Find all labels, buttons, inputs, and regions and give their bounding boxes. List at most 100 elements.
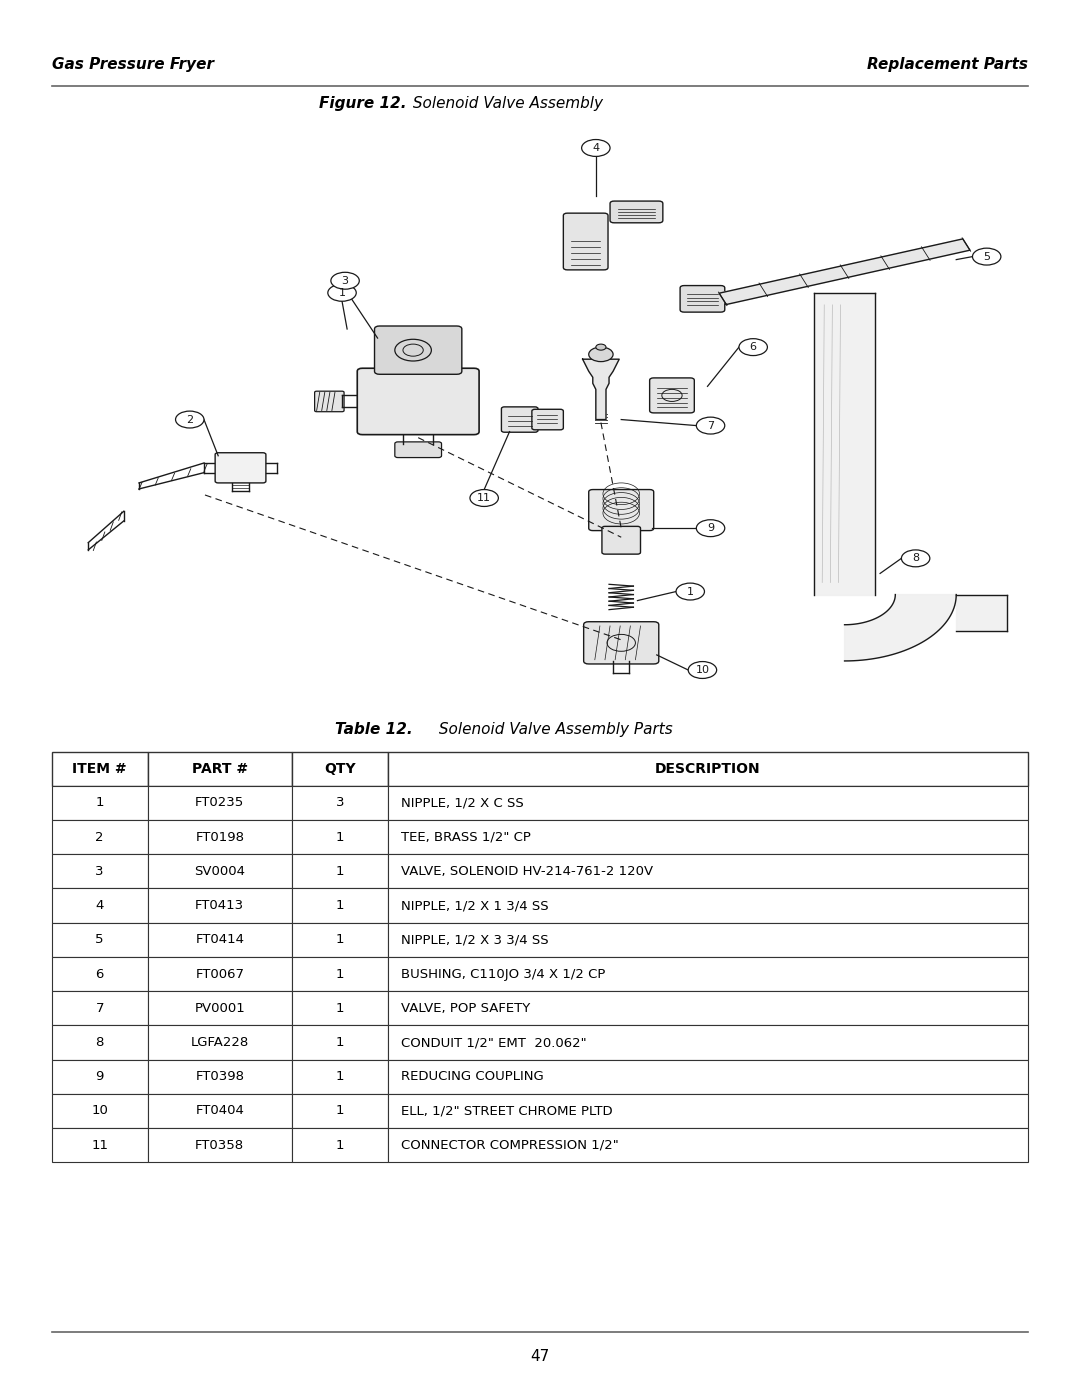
Bar xyxy=(292,1060,388,1094)
Text: 9: 9 xyxy=(95,1070,104,1083)
Bar xyxy=(388,1025,1028,1060)
Text: VALVE, POP SAFETY: VALVE, POP SAFETY xyxy=(401,1002,530,1014)
Bar xyxy=(388,992,1028,1025)
Text: 11: 11 xyxy=(477,493,491,503)
FancyBboxPatch shape xyxy=(215,453,266,483)
Text: Solenoid Valve Assembly Parts: Solenoid Valve Assembly Parts xyxy=(434,722,673,738)
Text: Gas Pressure Fryer: Gas Pressure Fryer xyxy=(52,57,214,73)
Text: 11: 11 xyxy=(91,1139,108,1151)
Text: 1: 1 xyxy=(336,865,345,877)
Text: 47: 47 xyxy=(530,1350,550,1363)
Bar xyxy=(148,888,292,923)
Text: 1: 1 xyxy=(336,968,345,981)
Text: 1: 1 xyxy=(336,933,345,946)
Text: 1: 1 xyxy=(336,1002,345,1014)
Bar xyxy=(292,854,388,888)
Text: ELL, 1/2" STREET CHROME PLTD: ELL, 1/2" STREET CHROME PLTD xyxy=(401,1105,612,1118)
Bar xyxy=(292,1094,388,1129)
Bar xyxy=(52,957,148,992)
Circle shape xyxy=(589,346,613,362)
Text: SV0004: SV0004 xyxy=(194,865,245,877)
Circle shape xyxy=(972,249,1001,265)
Bar xyxy=(388,923,1028,957)
Text: 7: 7 xyxy=(95,1002,104,1014)
Bar xyxy=(148,1025,292,1060)
Text: 9: 9 xyxy=(707,524,714,534)
Text: CONNECTOR COMPRESSION 1/2": CONNECTOR COMPRESSION 1/2" xyxy=(401,1139,619,1151)
Bar xyxy=(388,1129,1028,1162)
Text: FT0198: FT0198 xyxy=(195,831,244,844)
Bar xyxy=(292,820,388,854)
Text: 1: 1 xyxy=(95,796,104,809)
Bar xyxy=(148,923,292,957)
Circle shape xyxy=(902,550,930,567)
Bar xyxy=(52,820,148,854)
FancyBboxPatch shape xyxy=(357,369,480,434)
Text: NIPPLE, 1/2 X 1 3/4 SS: NIPPLE, 1/2 X 1 3/4 SS xyxy=(401,900,549,912)
Text: 10: 10 xyxy=(696,665,710,675)
FancyBboxPatch shape xyxy=(583,622,659,664)
Text: 8: 8 xyxy=(95,1037,104,1049)
Bar xyxy=(292,1025,388,1060)
Text: FT0235: FT0235 xyxy=(195,796,244,809)
Circle shape xyxy=(676,583,704,599)
Text: FT0358: FT0358 xyxy=(195,1139,244,1151)
Text: NIPPLE, 1/2 X C SS: NIPPLE, 1/2 X C SS xyxy=(401,796,524,809)
Bar xyxy=(52,923,148,957)
Text: 1: 1 xyxy=(338,288,346,298)
Bar xyxy=(388,1094,1028,1129)
Bar xyxy=(148,854,292,888)
Text: FT0404: FT0404 xyxy=(195,1105,244,1118)
Bar xyxy=(148,820,292,854)
Text: VALVE, SOLENOID HV-214-761-2 120V: VALVE, SOLENOID HV-214-761-2 120V xyxy=(401,865,652,877)
Text: 5: 5 xyxy=(983,251,990,261)
Circle shape xyxy=(330,272,360,289)
Text: NIPPLE, 1/2 X 3 3/4 SS: NIPPLE, 1/2 X 3 3/4 SS xyxy=(401,933,549,946)
Polygon shape xyxy=(956,595,1007,631)
Bar xyxy=(148,1060,292,1094)
Text: Solenoid Valve Assembly: Solenoid Valve Assembly xyxy=(408,96,604,110)
Text: CONDUIT 1/2" EMT  20.062": CONDUIT 1/2" EMT 20.062" xyxy=(401,1037,586,1049)
Bar xyxy=(52,1060,148,1094)
Circle shape xyxy=(328,285,356,302)
Bar xyxy=(388,854,1028,888)
Bar xyxy=(292,785,388,820)
Text: 1: 1 xyxy=(336,1070,345,1083)
Text: LGFA228: LGFA228 xyxy=(191,1037,248,1049)
Text: 5: 5 xyxy=(95,933,104,946)
Bar xyxy=(292,992,388,1025)
Bar xyxy=(292,1129,388,1162)
Circle shape xyxy=(697,418,725,434)
FancyBboxPatch shape xyxy=(650,379,694,414)
Text: REDUCING COUPLING: REDUCING COUPLING xyxy=(401,1070,543,1083)
Text: 6: 6 xyxy=(95,968,104,981)
Circle shape xyxy=(688,662,717,679)
Bar xyxy=(388,752,1028,785)
FancyBboxPatch shape xyxy=(564,214,608,270)
Circle shape xyxy=(739,338,768,356)
Bar xyxy=(52,992,148,1025)
Text: 1: 1 xyxy=(336,1037,345,1049)
Bar xyxy=(148,957,292,992)
Text: 1: 1 xyxy=(687,587,693,597)
Bar xyxy=(388,785,1028,820)
Bar xyxy=(388,1060,1028,1094)
Bar xyxy=(148,785,292,820)
Text: 7: 7 xyxy=(707,420,714,430)
Circle shape xyxy=(697,520,725,536)
Text: PART #: PART # xyxy=(192,761,247,775)
Polygon shape xyxy=(719,239,970,305)
Bar xyxy=(148,1129,292,1162)
Text: ITEM #: ITEM # xyxy=(72,761,127,775)
Bar xyxy=(52,1129,148,1162)
Circle shape xyxy=(582,140,610,156)
Bar xyxy=(388,957,1028,992)
Bar xyxy=(292,888,388,923)
Text: 1: 1 xyxy=(336,831,345,844)
Polygon shape xyxy=(582,359,619,419)
Bar xyxy=(52,1025,148,1060)
Text: 6: 6 xyxy=(750,342,757,352)
Text: Figure 12.: Figure 12. xyxy=(319,96,406,110)
Bar xyxy=(148,1094,292,1129)
FancyBboxPatch shape xyxy=(602,527,640,555)
